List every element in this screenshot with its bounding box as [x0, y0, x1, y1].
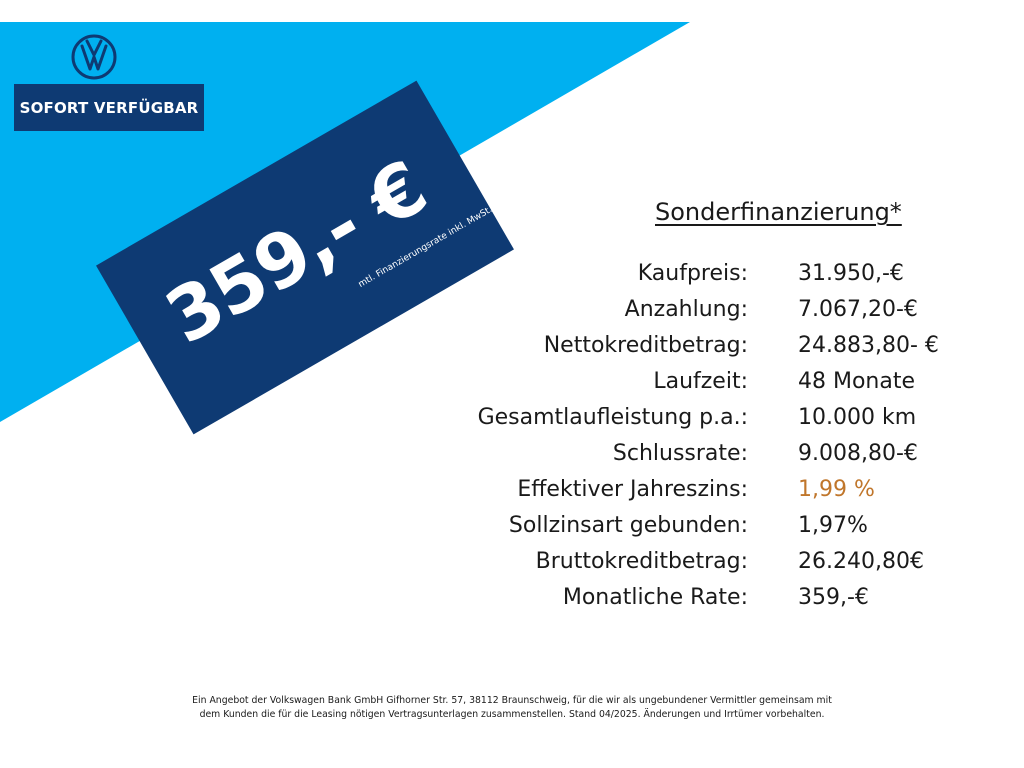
financing-value-highlight: 1,99 % [798, 477, 875, 502]
financing-row-bruttokreditbetrag: Bruttokreditbetrag: 26.240,80€ [480, 544, 1000, 580]
financing-label: Gesamtlaufleistung p.a.: [477, 405, 748, 430]
financing-title: Sonderfinanzierung* [655, 198, 902, 226]
legal-footer: Ein Angebot der Volkswagen Bank GmbH Gif… [0, 694, 1024, 722]
financing-label: Monatliche Rate: [562, 585, 748, 610]
financing-label: Anzahlung: [624, 297, 748, 322]
financing-row-monatliche-rate: Monatliche Rate: 359,-€ [480, 580, 1000, 616]
financing-row-kaufpreis: Kaufpreis: 31.950,-€ [480, 256, 1000, 292]
financing-label: Schlussrate: [612, 441, 748, 466]
financing-row-gesamtlaufleistung: Gesamtlaufleistung p.a.: 10.000 km [477, 400, 1000, 436]
financing-row-effektiver-jahreszins: Effektiver Jahreszins: 1,99 % [480, 472, 1000, 508]
financing-label: Nettokreditbetrag: [543, 333, 748, 358]
legal-footer-line: dem Kunden die für die Leasing nötigen V… [199, 709, 825, 720]
legal-footer-line: Ein Angebot der Volkswagen Bank GmbH Gif… [192, 695, 832, 706]
financing-value: 31.950,-€ [798, 261, 904, 286]
financing-row-sollzinsart: Sollzinsart gebunden: 1,97% [480, 508, 1000, 544]
financing-value: 48 Monate [798, 369, 916, 394]
availability-badge: SOFORT VERFÜGBAR [14, 84, 204, 131]
financing-label: Laufzeit: [653, 369, 748, 394]
financing-row-schlussrate: Schlussrate: 9.008,80-€ [480, 436, 1000, 472]
financing-label: Bruttokreditbetrag: [535, 549, 748, 574]
financing-value: 24.883,80- € [798, 333, 939, 358]
financing-value: 7.067,20-€ [798, 297, 918, 322]
availability-badge-label: SOFORT VERFÜGBAR [19, 98, 199, 117]
financing-row-laufzeit: Laufzeit: 48 Monate [480, 364, 1000, 400]
financing-value: 10.000 km [798, 405, 917, 430]
financing-value: 26.240,80€ [798, 549, 924, 574]
financing-value: 9.008,80-€ [798, 441, 918, 466]
financing-label: Sollzinsart gebunden: [508, 513, 748, 538]
financing-label: Effektiver Jahreszins: [517, 477, 748, 502]
vw-logo-icon [70, 33, 118, 81]
financing-label: Kaufpreis: [637, 261, 748, 286]
financing-table: Kaufpreis: 31.950,-€ Anzahlung: 7.067,20… [477, 256, 1000, 616]
financing-row-anzahlung: Anzahlung: 7.067,20-€ [480, 292, 1000, 328]
financing-row-nettokreditbetrag: Nettokreditbetrag: 24.883,80- € [480, 328, 1000, 364]
financing-value: 359,-€ [798, 585, 869, 610]
financing-value: 1,97% [798, 513, 868, 538]
